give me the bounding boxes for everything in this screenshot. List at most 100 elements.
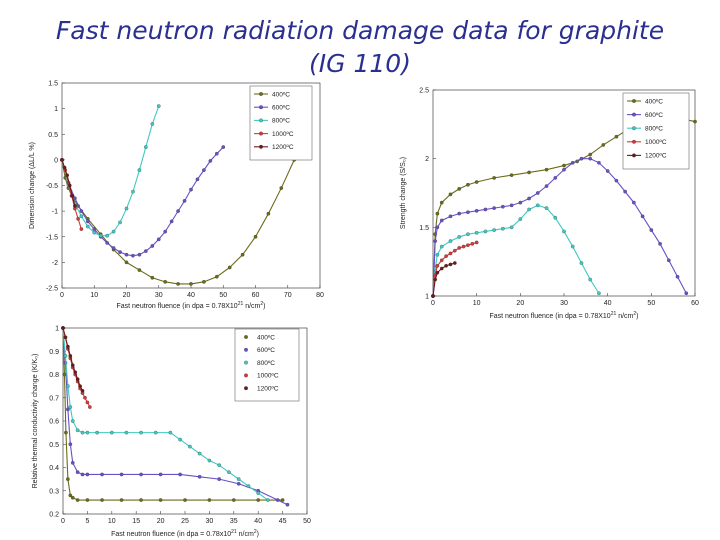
str-point-400-c-5: [457, 187, 462, 191]
dim-point-600-c-18: [176, 209, 180, 213]
str-point-600-c-2: [435, 225, 440, 230]
dim-point-400-c-15: [214, 274, 219, 279]
th-x-axis-label-part-2: n/cm: [237, 531, 254, 538]
dim-ytick-label-5: 0: [54, 157, 58, 164]
th-point-400-c-16: [280, 498, 285, 502]
th-point-800-c-17: [207, 458, 212, 463]
dim-xtick-label-6: 60: [252, 292, 260, 299]
thermal-conductivity-chart: 0 5 10 15 20 25 30 35 40 45 50 0.2 0.3 0.4 0.5 0.6 0.7 0.…: [32, 326, 311, 539]
th-series-line-800-c: [62, 327, 269, 501]
th-legend-swatch-400-c: [244, 335, 248, 339]
th-point-600-c-15: [236, 481, 241, 486]
th-legend-swatch-1000-c: [244, 373, 248, 378]
str-point-1200-c-6: [453, 261, 457, 265]
dim-x-axis-label: Fast neutron fluence (in dpa = 0.78X1021…: [116, 301, 265, 310]
dim-xtick-label-8: 80: [316, 292, 324, 299]
str-point-600-c-28: [658, 241, 662, 246]
dim-point-800-c-7: [105, 233, 109, 238]
str-point-400-c-12: [562, 163, 566, 168]
str-point-400-c-3: [439, 200, 444, 205]
str-point-600-c-12: [518, 200, 523, 205]
th-point-1200-c-1: [63, 335, 68, 340]
str-legend-label-400-c: 400ºC: [645, 98, 663, 105]
th-point-800-c-9: [109, 430, 114, 435]
th-point-400-c-7: [85, 498, 90, 502]
dim-point-400-c-20: [279, 186, 284, 190]
th-point-800-c-10: [124, 430, 129, 435]
str-point-800-c-18: [570, 244, 575, 249]
str-point-1000-c-4: [444, 254, 448, 258]
dim-point-800-c-13: [144, 145, 148, 149]
dim-legend-label-600-c: 600ºC: [272, 105, 290, 112]
th-point-600-c-3: [68, 442, 73, 447]
th-point-1000-c-9: [83, 395, 87, 400]
dim-ytick-label-6: 0.5: [48, 132, 58, 139]
str-ytick-label-3: 2.5: [419, 88, 429, 95]
th-point-600-c-13: [197, 474, 202, 479]
str-y-axis-label: Strength change (S/S₀): [400, 157, 407, 229]
str-point-400-c-10: [527, 170, 531, 175]
str-xtick-label-3: 30: [560, 300, 568, 307]
th-x-axis-label-part-4: ): [257, 531, 259, 538]
str-xtick-label-6: 60: [691, 300, 699, 307]
th-point-800-c-22: [256, 491, 261, 495]
th-legend-label-400-c: 400ºC: [257, 334, 275, 341]
th-point-1200-c-6: [75, 377, 80, 381]
dim-xtick-label-5: 50: [219, 292, 227, 299]
str-point-600-c-29: [666, 258, 671, 263]
dim-point-1200-c-4: [70, 193, 75, 198]
th-point-400-c-9: [119, 498, 124, 502]
str-point-600-c-11: [509, 203, 514, 208]
th-point-400-c-4: [68, 493, 73, 498]
str-point-400-c-2: [435, 211, 440, 216]
str-point-800-c-20: [588, 277, 593, 282]
dim-legend-swatch-600-c: [259, 105, 263, 110]
dim-legend-label-1000-c: 1000ºC: [272, 131, 294, 138]
th-point-400-c-15: [256, 498, 261, 502]
dim-point-800-c-10: [124, 206, 129, 211]
dim-point-600-c-9: [118, 250, 122, 254]
dim-legend-label-1200-c: 1200ºC: [272, 144, 294, 151]
dim-ytick-label-1: -2: [52, 260, 58, 267]
str-series-line-800-c: [432, 204, 600, 297]
dim-ytick-label-3: -1: [52, 209, 58, 216]
dim-point-600-c-10: [124, 252, 129, 257]
th-xtick-label-7: 35: [230, 518, 238, 525]
th-x-axis-label-part-3: 2: [254, 529, 257, 535]
th-ytick-label-0: 0.2: [49, 512, 59, 519]
th-point-600-c-6: [80, 472, 85, 477]
str-point-800-c-17: [562, 229, 566, 234]
th-point-400-c-8: [100, 498, 104, 502]
th-xtick-label-10: 50: [303, 518, 311, 525]
th-point-600-c-12: [178, 472, 182, 477]
str-point-800-c-4: [448, 239, 453, 243]
dim-point-600-c-8: [111, 246, 116, 250]
dim-point-800-c-15: [156, 104, 161, 108]
dim-point-600-c-14: [150, 244, 155, 248]
str-point-600-c-4: [448, 214, 453, 219]
dim-legend-swatch-1200-c: [259, 144, 263, 149]
str-point-600-c-14: [535, 191, 540, 195]
str-point-1200-c-2: [435, 270, 440, 275]
str-x-axis-label: Fast neutron fluence (in dpa = 0.78X1021…: [489, 311, 638, 320]
str-point-400-c-4: [448, 192, 453, 197]
th-point-400-c-2: [64, 430, 68, 435]
dim-point-600-c-7: [105, 241, 109, 245]
dim-point-1200-c-2: [65, 173, 69, 178]
dim-point-400-c-14: [202, 280, 206, 284]
th-xtick-label-0: 0: [61, 518, 65, 525]
th-xtick-label-1: 5: [85, 518, 89, 525]
dim-x-axis-label-part-1: 21: [238, 301, 244, 307]
th-point-800-c-4: [70, 419, 75, 423]
th-legend-label-600-c: 600ºC: [257, 347, 275, 354]
dim-point-1200-c-0: [60, 158, 64, 162]
dim-point-600-c-5: [92, 227, 97, 231]
str-point-800-c-3: [439, 244, 444, 249]
dim-point-600-c-12: [137, 252, 142, 257]
th-point-600-c-11: [158, 472, 163, 477]
th-point-600-c-4: [70, 461, 75, 465]
dim-point-600-c-13: [144, 249, 148, 253]
dim-series-line-800-c: [61, 105, 160, 237]
str-point-800-c-13: [527, 207, 531, 212]
th-point-600-c-17: [275, 498, 280, 502]
